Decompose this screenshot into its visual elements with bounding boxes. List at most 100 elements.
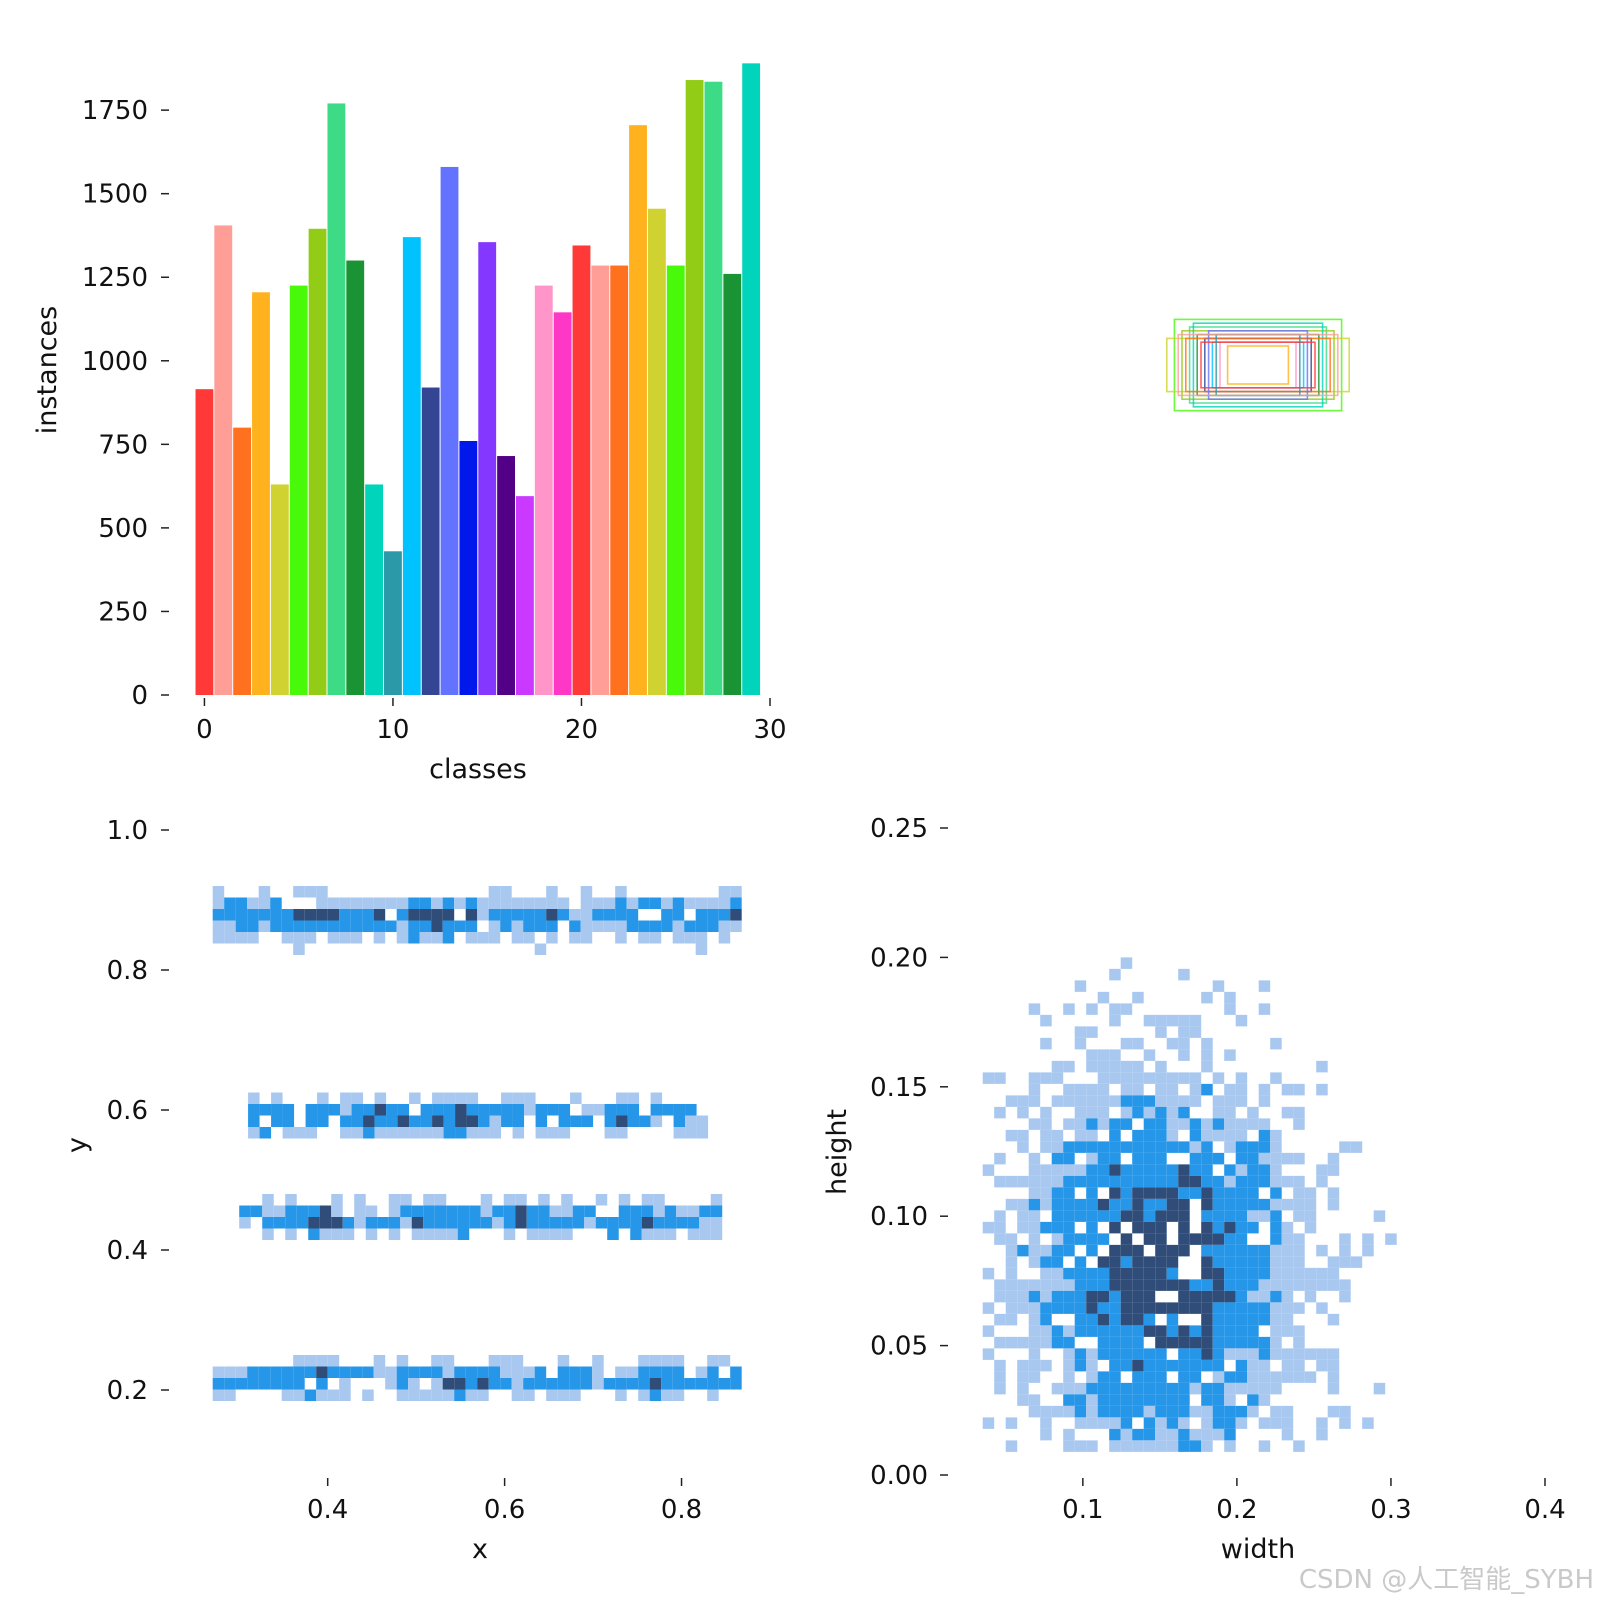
xy-cell [351,1104,364,1116]
wh-cell [1235,1290,1248,1303]
xy-cell [595,1217,608,1229]
y-tick-label: 1250 [82,263,148,293]
xy-cell [649,1389,662,1401]
xy-cell [397,1115,410,1127]
xy-cell [259,1104,272,1116]
wh-cell [1178,1394,1190,1406]
xy-cell [270,1366,282,1378]
xy-cell [649,932,662,944]
xy-cell [386,1127,398,1139]
wh-cell [1063,1221,1075,1234]
wh-cell [1017,1106,1029,1119]
xy-cell [569,909,581,921]
xy-cell [247,909,259,921]
xy-cell [580,920,593,932]
xy-cell [388,1194,401,1206]
wh-cell [1132,1302,1144,1314]
xy-cell [235,1378,248,1390]
xy-cell [523,1389,535,1401]
xy-cell [316,1355,328,1367]
xy-cell [511,1378,524,1390]
xy-cell [710,1228,723,1240]
wh-cell [1212,1095,1225,1107]
wh-cell [1293,1348,1305,1360]
wh-cell [1189,1325,1202,1337]
xy-cell [465,1378,478,1390]
xy-cell [501,1104,513,1116]
wh-cell [1166,1187,1179,1199]
bar-class-15 [478,242,497,696]
xy-cell [557,909,570,921]
xy-cell [511,932,524,944]
wh-cell [1074,1256,1087,1268]
wh-cell [1155,1026,1167,1038]
wh-cell [1270,1210,1282,1222]
xy-cell [293,932,305,944]
wh-cell [1143,1382,1156,1395]
xy-cell [305,1127,318,1139]
wh-cell [1281,1279,1294,1291]
xy-cell [235,1366,248,1378]
wh-cell [1143,1106,1156,1119]
xy-cell [409,1092,421,1104]
wh-cell [1247,1256,1259,1268]
label-box-5 [1211,341,1305,389]
xy-cell [212,1389,225,1401]
wh-cell [1189,1152,1202,1165]
wh-cell [1074,1359,1087,1372]
xy-cell [316,1389,328,1401]
xy-cell [374,1127,387,1139]
wh-cell [1063,1083,1075,1096]
xy-cell [630,1205,642,1217]
xy-cell [580,897,593,909]
wh-cell [1143,1325,1156,1337]
wh-cell [1247,1371,1259,1383]
xy-cell [572,1205,585,1217]
xy-cell [616,1127,628,1139]
wh-cell [1051,1382,1064,1395]
x-axis-label: width [1221,1534,1295,1565]
wh-cell [1339,1405,1351,1418]
xy-cell [316,1378,328,1390]
xy-cell [515,1194,527,1206]
xy-cell [270,1378,282,1390]
wh-cell [1051,1072,1064,1084]
xy-cell [595,1194,608,1206]
wh-cell [1224,1440,1236,1452]
xy-cell [478,1127,490,1139]
xy-cell [342,1217,355,1229]
wh-cell [1224,1244,1236,1257]
wh-cell [1109,1394,1121,1406]
wh-cell [1005,1290,1018,1303]
xy-cell [328,1104,341,1116]
wh-cell [1074,1118,1087,1130]
wh-cell [1247,1313,1259,1326]
wh-cell [1155,1371,1167,1383]
wh-cell [1247,1141,1259,1153]
wh-cell [1109,1302,1121,1314]
wh-cell [1316,1164,1328,1176]
wh-cell [1120,1141,1133,1153]
xy-cell [419,920,432,932]
wh-cell [1051,1405,1064,1418]
xy-cell [432,1092,444,1104]
wh-cell [1178,1382,1190,1395]
wh-cell [1143,1405,1156,1418]
wh-cell [1097,1267,1110,1280]
wh-cell [1201,1256,1213,1268]
xy-cell [592,897,604,909]
xy-cell [488,886,501,898]
wh-cell [1235,1336,1248,1349]
wh-cell [1051,1129,1064,1142]
wh-cell [1166,1129,1179,1142]
wh-cell [1166,1267,1179,1280]
wh-cell [1212,1428,1225,1441]
y-tick-label: 0 [131,681,148,711]
wh-cell [1224,1336,1236,1349]
xy-cell [618,1205,631,1217]
width-height-heatmap: 0.00 0.05 0.10 0.15 0.20 0.25 0.1 0.2 0.3 0.4 widt… [822,814,1566,1565]
xy-cell [546,897,558,909]
xy-cell [626,1366,639,1378]
wh-cell [1281,1106,1294,1119]
wh-cell [1293,1106,1305,1119]
